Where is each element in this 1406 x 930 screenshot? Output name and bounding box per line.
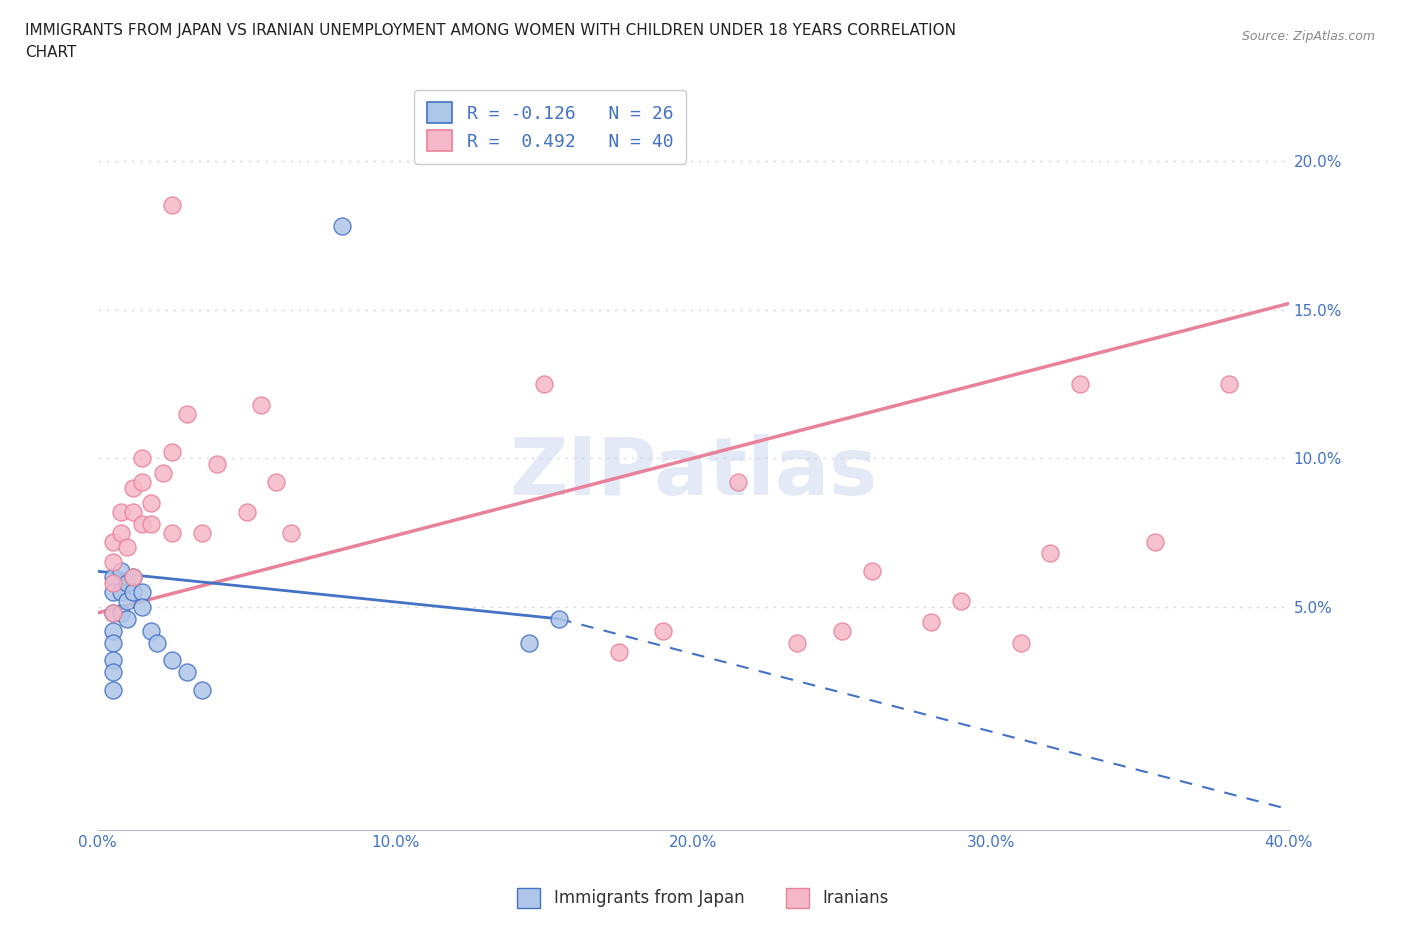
Point [235,504,257,519]
Point [1143,534,1166,549]
Point [280,525,302,540]
Point [117,593,139,608]
Point [110,605,132,620]
Point [122,570,145,585]
Point [117,540,139,555]
Point [191,525,214,540]
Point [101,570,124,585]
Point [110,585,132,600]
Point [101,683,124,698]
Legend: R = -0.126   N = 26, R =  0.492   N = 40: R = -0.126 N = 26, R = 0.492 N = 40 [415,89,686,164]
Point [176,665,198,680]
Point [727,474,749,489]
Point [117,576,139,591]
Point [131,600,153,615]
Point [131,451,153,466]
Point [1039,546,1062,561]
Point [101,576,124,591]
Point [607,644,630,659]
Point [141,623,163,638]
Point [101,623,124,638]
Point [160,445,183,459]
Text: IMMIGRANTS FROM JAPAN VS IRANIAN UNEMPLOYMENT AMONG WOMEN WITH CHILDREN UNDER 18: IMMIGRANTS FROM JAPAN VS IRANIAN UNEMPLO… [25,23,956,38]
Point [1010,635,1032,650]
Point [122,585,145,600]
Text: Source: ZipAtlas.com: Source: ZipAtlas.com [1241,30,1375,43]
Legend: Immigrants from Japan, Iranians: Immigrants from Japan, Iranians [510,882,896,914]
Point [950,593,973,608]
Point [831,623,853,638]
Point [152,466,174,481]
Point [652,623,675,638]
Point [1218,377,1240,392]
Point [860,564,883,578]
Point [131,585,153,600]
Point [1069,377,1091,392]
Point [101,555,124,570]
Text: ZIPatlas: ZIPatlas [509,434,877,512]
Point [330,219,353,233]
Point [110,564,132,578]
Point [101,605,124,620]
Point [101,665,124,680]
Point [920,615,942,630]
Point [786,635,808,650]
Point [122,570,145,585]
Point [101,534,124,549]
Point [131,516,153,531]
Point [548,611,571,626]
Point [122,481,145,496]
Point [160,653,183,668]
Point [205,457,228,472]
Point [110,504,132,519]
Point [101,605,124,620]
Point [517,635,540,650]
Point [122,504,145,519]
Point [533,377,555,392]
Point [191,683,214,698]
Point [146,635,169,650]
Point [101,585,124,600]
Point [131,474,153,489]
Point [110,525,132,540]
Point [141,516,163,531]
Text: CHART: CHART [25,45,77,60]
Point [250,397,273,412]
Point [176,406,198,421]
Point [101,653,124,668]
Point [266,474,288,489]
Point [141,496,163,511]
Point [101,635,124,650]
Point [160,525,183,540]
Point [160,198,183,213]
Point [117,611,139,626]
